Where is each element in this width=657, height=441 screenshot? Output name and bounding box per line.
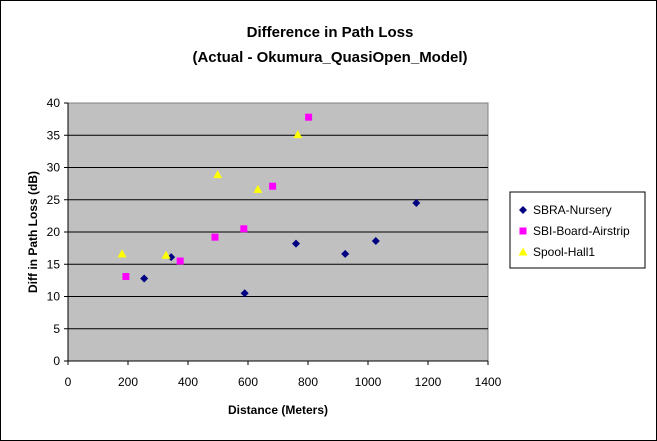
legend: SBRA-Nursery SBI-Board-Airstrip Spool-Hall… — [509, 191, 646, 269]
legend-box — [509, 191, 646, 269]
x-axis-label: Distance (Meters) — [228, 403, 328, 417]
data-point-spool-hall1 — [293, 130, 303, 139]
legend-marker-2 — [519, 227, 527, 235]
data-point-sbra-nursery — [167, 253, 176, 262]
y-tick-label: 30 — [47, 161, 61, 175]
y-tick-label: 40 — [47, 96, 61, 110]
chart-title: Difference in Path Loss — [247, 24, 414, 41]
x-tick-label: 400 — [178, 375, 198, 389]
x-tick-label: 600 — [238, 375, 258, 389]
data-point-sbi-board-airstrip — [211, 233, 219, 241]
data-point-sbi-board-airstrip — [240, 225, 248, 233]
data-point-spool-hall1 — [213, 170, 223, 179]
y-tick-label: 0 — [53, 354, 60, 368]
data-point-sbra-nursery — [341, 249, 350, 258]
x-tick-label: 200 — [118, 375, 138, 389]
x-tick-label: 1400 — [475, 375, 502, 389]
data-point-sbi-board-airstrip — [122, 273, 130, 281]
y-tick-label: 35 — [47, 128, 61, 142]
y-axis-label: Diff in Path Loss (dB) — [26, 171, 40, 293]
y-tick-label: 5 — [53, 322, 60, 336]
x-tick-label: 800 — [298, 375, 318, 389]
y-tick-label: 10 — [47, 290, 61, 304]
legend-label-3: Spool-Hall1 — [533, 245, 595, 259]
data-point-sbi-board-airstrip — [269, 182, 277, 190]
data-point-spool-hall1 — [253, 184, 263, 193]
data-point-sbra-nursery — [371, 237, 380, 246]
data-point-sbi-board-airstrip — [305, 113, 313, 121]
x-tick-label: 0 — [65, 375, 72, 389]
x-tick-label: 1200 — [415, 375, 442, 389]
data-point-sbra-nursery — [412, 198, 421, 207]
legend-label-1: SBRA-Nursery — [533, 203, 612, 217]
data-point-sbi-board-airstrip — [176, 257, 184, 265]
y-tick-label: 25 — [47, 193, 61, 207]
chart-subtitle: (Actual - Okumura_QuasiOpen_Model) — [192, 49, 467, 66]
data-point-spool-hall1 — [161, 250, 171, 259]
data-point-sbra-nursery — [292, 239, 300, 248]
y-tick-label: 20 — [47, 225, 61, 239]
x-tick-label: 1000 — [355, 375, 382, 389]
data-point-spool-hall1 — [117, 249, 127, 258]
data-point-sbra-nursery — [140, 274, 149, 283]
legend-label-2: SBI-Board-Airstrip — [533, 224, 630, 238]
legend-marker-3 — [518, 247, 528, 256]
y-tick-label: 15 — [47, 257, 61, 271]
data-point-sbra-nursery — [240, 289, 249, 298]
legend-marker-1 — [519, 206, 527, 214]
